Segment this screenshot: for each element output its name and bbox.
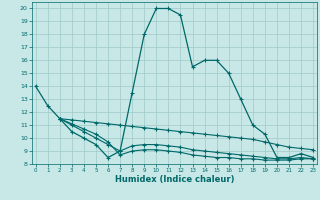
- X-axis label: Humidex (Indice chaleur): Humidex (Indice chaleur): [115, 175, 234, 184]
